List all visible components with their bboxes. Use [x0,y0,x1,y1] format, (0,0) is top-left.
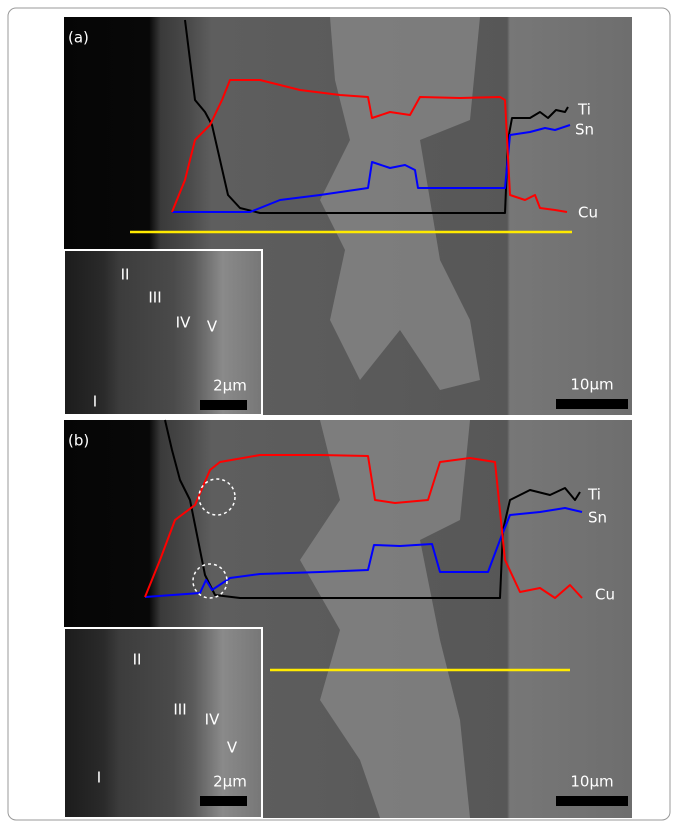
zone-label: IV [176,314,191,332]
scale-label: 2µm [213,377,247,395]
trace-label: Sn [575,121,594,139]
zone-label: II [121,266,130,284]
zone-label: V [227,739,238,757]
trace-label: Cu [595,586,615,604]
scale-label: 2µm [213,773,247,791]
zone-label: III [173,701,186,719]
scale-label: 10µm [570,376,613,394]
panel-label: (b) [68,432,89,450]
trace-label: Sn [588,509,607,527]
zone-label: III [148,289,161,307]
scale-bar [556,796,628,806]
panel-b: (b) Ti Sn Cu 10µm II III IV V I 2µm [64,420,632,818]
scale-bar [200,796,247,806]
zone-label: I [97,769,101,787]
scale-bar [200,400,247,410]
scale-bar [556,399,628,409]
figure: (a) Ti Sn Cu 10µm II III IV V I 2µm (b) … [0,0,678,827]
trace-label: Ti [587,486,601,504]
zone-label: V [207,318,218,336]
zone-label: IV [205,711,220,729]
scale-label: 10µm [570,773,613,791]
trace-label: Ti [577,101,591,119]
panel-label: (a) [68,29,89,47]
trace-label: Cu [578,204,598,222]
panel-a: (a) Ti Sn Cu 10µm II III IV V I 2µm [64,17,632,415]
zone-label: II [133,651,142,669]
zone-label: I [93,393,97,411]
